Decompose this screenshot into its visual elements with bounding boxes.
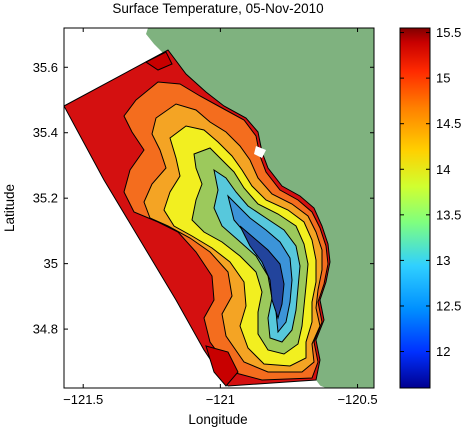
warm-patch-south [205, 345, 239, 387]
y-tick-label-2: 35.2 [33, 191, 58, 206]
x-axis-label: Longitude [188, 412, 247, 427]
plot-area [64, 28, 374, 388]
coast-point [316, 384, 326, 388]
contour-level-7 [239, 225, 285, 320]
x-axis: −121.5 −121 −120.5 [63, 28, 378, 407]
warm-patch-north [145, 51, 173, 71]
y-tick-label-1: 35 [44, 256, 58, 271]
colorbar-tick-label-1: 12.5 [436, 298, 461, 313]
y-tick-label-3: 35.4 [33, 125, 58, 140]
chart-title: Surface Temperature, 05-Nov-2010 [112, 1, 323, 16]
x-tick-label-1: −121 [206, 392, 235, 407]
colorbar: 12 12.5 13 13.5 14 14.5 15 15.5 [399, 25, 461, 389]
y-axis: 34.8 35 35.2 35.4 35.6 [33, 60, 374, 337]
y-tick-label-0: 34.8 [33, 322, 58, 337]
colorbar-ticks: 12 12.5 13 13.5 14 14.5 15 15.5 [400, 25, 461, 359]
x-tick-label-0: −121.5 [63, 392, 103, 407]
coast-notch [254, 146, 266, 158]
colorbar-tick-label-7: 15.5 [436, 25, 461, 40]
axes-frame [63, 27, 375, 389]
colorbar-tick-label-4: 14 [436, 162, 450, 177]
colorbar-tick-label-2: 13 [436, 253, 450, 268]
x-tick-label-2: −120.5 [337, 392, 377, 407]
land-mass [146, 28, 374, 388]
colorbar-tick-label-3: 13.5 [436, 207, 461, 222]
temperature-contours [64, 49, 331, 387]
y-axis-label: Latitude [2, 184, 17, 232]
colorbar-tick-label-5: 14.5 [436, 116, 461, 131]
y-tick-label-4: 35.6 [33, 60, 58, 75]
colorbar-gradient [399, 27, 431, 389]
colorbar-tick-label-0: 12 [436, 344, 450, 359]
colorbar-tick-label-6: 15 [436, 71, 450, 86]
